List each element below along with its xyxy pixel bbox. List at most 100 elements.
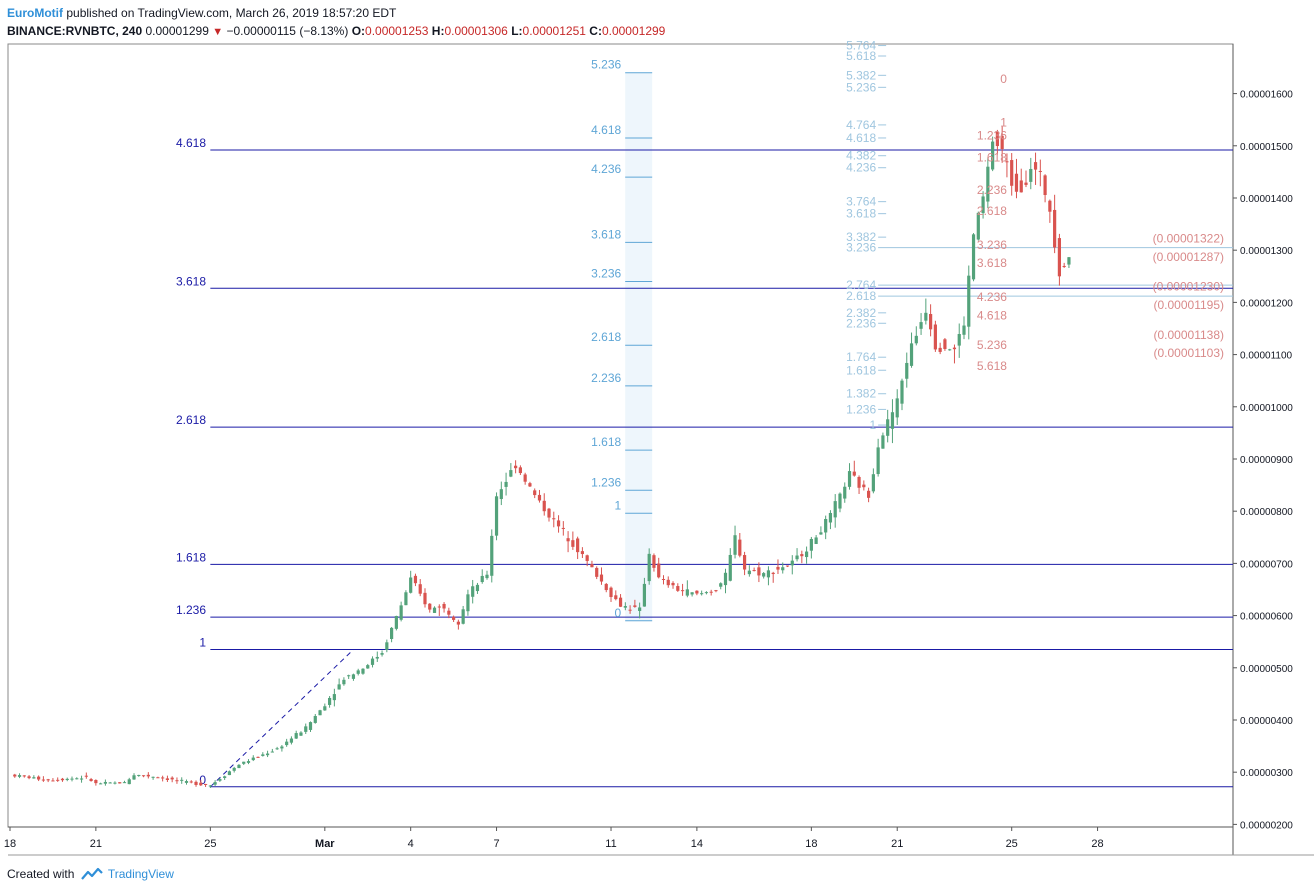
- fib-level-label: 1.236: [176, 603, 206, 617]
- author-link[interactable]: EuroMotif: [7, 6, 63, 20]
- tradingview-link[interactable]: TradingView: [107, 867, 174, 881]
- candle-body: [347, 675, 351, 677]
- fib-level-label: 3.618: [176, 274, 206, 288]
- candle-body: [1010, 160, 1014, 186]
- candle-body: [924, 312, 928, 321]
- fib3-level-label: 1.382: [846, 387, 876, 401]
- y-axis-label: 0.00000200: [1240, 820, 1293, 831]
- candle-body: [728, 554, 732, 581]
- candle-body: [1053, 209, 1057, 248]
- candle-body: [614, 595, 618, 600]
- candle-body: [723, 572, 728, 586]
- x-axis-label: 21: [90, 838, 102, 850]
- candle-body: [246, 761, 251, 763]
- candle-body: [762, 573, 766, 577]
- published-text: published on TradingView.com, March 26, …: [66, 6, 397, 20]
- symbol-line: BINANCE:RVNBTC, 240 0.00001299 ▼ −0.0000…: [7, 22, 665, 41]
- close-label: C:: [589, 24, 602, 38]
- candle-body: [938, 347, 942, 352]
- fib2-level-label: 0: [614, 606, 621, 620]
- candle-body: [633, 605, 637, 607]
- fib-retracement-label: 3.236: [977, 238, 1007, 252]
- close-value: 0.00001299: [601, 24, 666, 38]
- candle-body: [895, 398, 899, 418]
- candle-body: [366, 665, 370, 669]
- fib3-level-label: 3.618: [846, 207, 876, 221]
- candle-body: [1029, 168, 1033, 182]
- x-axis-label: 11: [605, 838, 616, 850]
- candle-body: [1000, 135, 1004, 149]
- candle-body: [628, 609, 632, 611]
- candle-body: [41, 779, 45, 781]
- candle-body: [161, 777, 165, 779]
- candle-body: [676, 586, 680, 591]
- candle-body: [56, 779, 60, 781]
- candle-body: [175, 780, 179, 782]
- candle-body: [275, 748, 279, 750]
- candle-body: [657, 563, 661, 578]
- candle-body: [514, 465, 518, 469]
- candle-body: [13, 774, 17, 777]
- fib3-level-label: 5.618: [846, 49, 876, 63]
- candle-body: [380, 653, 384, 655]
- created-with-text: Created with: [7, 867, 75, 881]
- candle-body: [461, 609, 465, 624]
- candle-body: [122, 782, 127, 784]
- candle-body: [203, 783, 208, 785]
- candle-body: [948, 349, 952, 351]
- candle-body: [285, 741, 289, 746]
- candle-body: [700, 593, 704, 595]
- candle-body: [886, 419, 890, 436]
- candle-body: [242, 761, 246, 764]
- y-axis[interactable]: 0.00001600 0.00001500 0.00001400 0.00001300…: [1233, 90, 1293, 832]
- fib-zone-band: [625, 72, 653, 621]
- candle-body: [929, 314, 933, 330]
- fib-level-label: 4.618: [176, 136, 206, 150]
- x-axis-label: 18: [4, 838, 16, 850]
- fib3-level-label: 4.236: [846, 161, 876, 175]
- candle-body: [881, 435, 885, 449]
- fib2-level-label: 2.618: [591, 330, 621, 344]
- candle-body: [604, 583, 608, 591]
- fib3-level-label: 1.618: [846, 363, 876, 377]
- candle-body: [490, 535, 494, 576]
- fib-retracement-label: 0: [1000, 72, 1007, 86]
- candle-body: [690, 592, 694, 595]
- candle-body: [280, 746, 284, 749]
- y-axis-label: 0.00001600: [1240, 90, 1293, 101]
- candle-body: [757, 567, 761, 576]
- candle-body: [976, 212, 980, 240]
- candle-body: [790, 560, 794, 566]
- candle-body: [471, 586, 475, 597]
- candle-body: [933, 324, 937, 350]
- candle-body: [867, 490, 871, 498]
- candle-body: [323, 706, 327, 711]
- candle-body: [991, 141, 995, 170]
- candle-body: [1038, 170, 1042, 172]
- candle-body: [208, 785, 212, 787]
- y-axis-label: 0.00000500: [1240, 664, 1293, 675]
- candle-body: [1014, 173, 1019, 192]
- candle-body: [499, 489, 503, 500]
- candle-body: [986, 166, 990, 202]
- fib3-level-label: 5.236: [846, 80, 876, 94]
- candle-body: [390, 627, 394, 639]
- candle-body: [576, 538, 580, 553]
- fib-retracement-label: 2.236: [977, 183, 1007, 197]
- candle-body: [189, 781, 193, 783]
- candle-body: [289, 738, 294, 743]
- y-axis-label: 0.00001200: [1240, 298, 1293, 309]
- candle-body: [22, 775, 26, 777]
- candle-body: [905, 362, 909, 379]
- y-axis-label: 0.00001500: [1240, 142, 1293, 153]
- candle-body: [518, 467, 522, 474]
- x-axis-label: 21: [891, 838, 903, 850]
- x-axis[interactable]: 18 21 25 Mar 4 7 11 14 18 21 25 28: [4, 827, 1104, 850]
- candle-body: [332, 694, 336, 701]
- symbol-label: BINANCE:RVNBTC, 240: [7, 24, 143, 38]
- candle-body: [1033, 162, 1038, 170]
- fib3-level-label: 3.382: [846, 230, 876, 244]
- fib-price-label: (0.00001138): [1154, 328, 1225, 342]
- candle-body: [299, 732, 303, 736]
